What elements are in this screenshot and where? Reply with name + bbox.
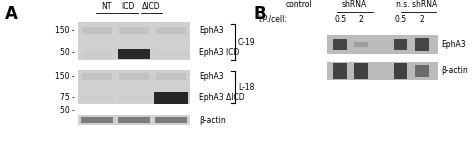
Bar xyxy=(327,35,438,54)
Bar xyxy=(78,115,190,125)
Bar xyxy=(156,52,186,56)
Bar xyxy=(354,42,368,47)
Text: 2: 2 xyxy=(419,15,424,24)
Bar xyxy=(415,38,429,51)
Text: EphA3 ΔICD: EphA3 ΔICD xyxy=(199,93,245,102)
Bar xyxy=(82,51,112,58)
Text: 50 -: 50 - xyxy=(60,48,74,57)
Bar xyxy=(415,65,429,77)
Text: 0.5: 0.5 xyxy=(334,15,346,24)
Bar xyxy=(156,27,186,34)
Bar xyxy=(118,49,150,59)
Bar xyxy=(81,117,112,123)
Text: control: control xyxy=(285,0,312,9)
Text: ICD: ICD xyxy=(121,2,135,11)
Text: 2: 2 xyxy=(359,15,364,24)
Text: I.P./cell:: I.P./cell: xyxy=(258,15,287,24)
Text: EphA3 ICD: EphA3 ICD xyxy=(199,48,239,57)
Bar xyxy=(119,95,149,100)
Bar xyxy=(82,27,112,34)
Text: C-19: C-19 xyxy=(238,38,255,47)
Bar xyxy=(393,39,408,50)
Text: 75 -: 75 - xyxy=(60,93,74,102)
Bar xyxy=(327,62,438,80)
Bar xyxy=(118,117,150,123)
Text: NT: NT xyxy=(101,2,112,11)
Bar xyxy=(118,73,149,80)
Text: L-18: L-18 xyxy=(238,83,255,92)
Text: β-actin: β-actin xyxy=(199,116,226,124)
Bar xyxy=(78,22,190,60)
Bar xyxy=(82,73,112,80)
Text: β-actin: β-actin xyxy=(441,66,467,75)
Bar xyxy=(155,117,187,123)
Bar xyxy=(156,73,186,80)
Bar xyxy=(82,95,112,100)
Bar xyxy=(155,92,188,104)
Text: EphA3: EphA3 xyxy=(199,26,224,35)
Text: n.s. shRNA: n.s. shRNA xyxy=(396,0,438,9)
Bar xyxy=(333,39,347,50)
Text: shRNA: shRNA xyxy=(342,0,367,9)
Bar xyxy=(333,63,347,79)
Text: EphA3: EphA3 xyxy=(441,40,465,49)
Text: B: B xyxy=(254,5,266,23)
Bar xyxy=(118,27,149,34)
Bar xyxy=(354,63,368,79)
Text: A: A xyxy=(5,5,18,23)
Text: ΔICD: ΔICD xyxy=(142,2,161,11)
Text: EphA3: EphA3 xyxy=(199,72,224,81)
Bar xyxy=(78,70,190,104)
Text: 150 -: 150 - xyxy=(55,72,74,81)
Bar xyxy=(393,63,408,79)
Text: 0.5: 0.5 xyxy=(394,15,407,24)
Text: 50 -: 50 - xyxy=(60,106,74,115)
Text: 150 -: 150 - xyxy=(55,26,74,35)
